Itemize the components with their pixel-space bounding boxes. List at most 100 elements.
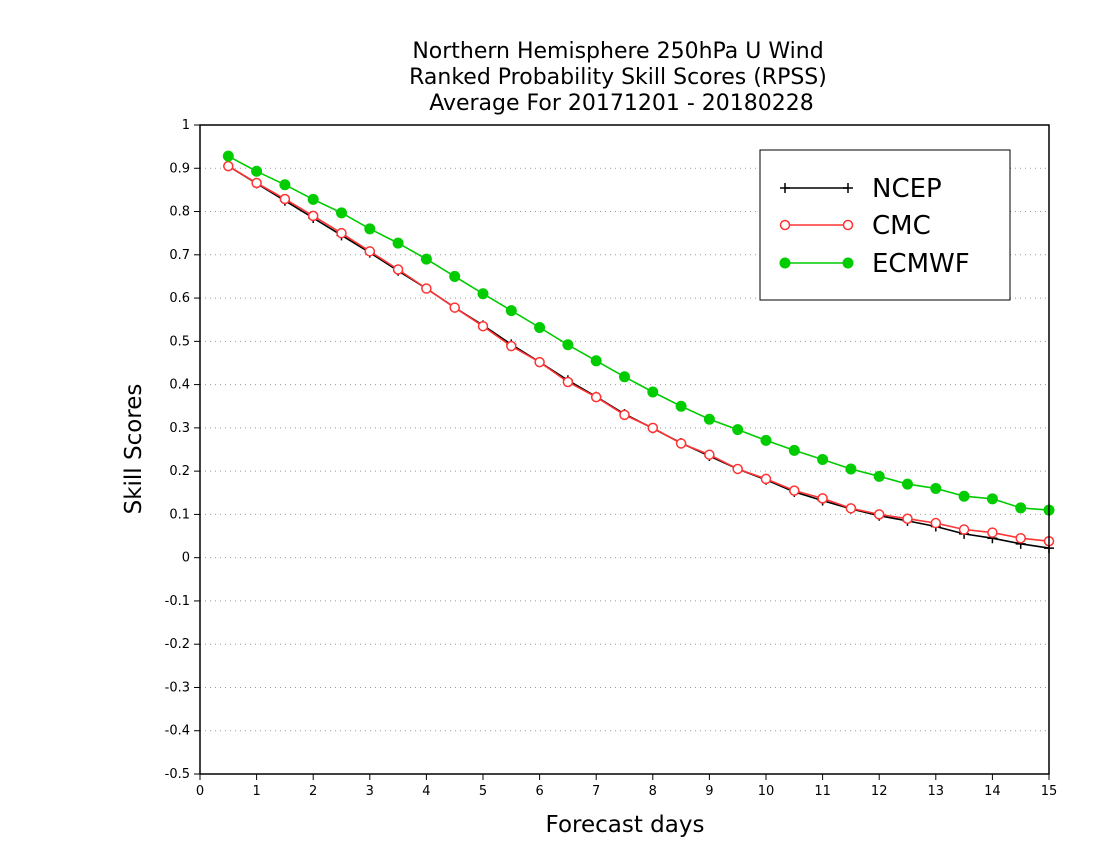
x-tick-label: 10 bbox=[758, 784, 775, 799]
x-tick-label: 12 bbox=[871, 784, 888, 799]
legend-entry-ncep: NCEP bbox=[780, 174, 942, 204]
x-tick-label: 7 bbox=[592, 784, 600, 799]
data-point-cmc bbox=[336, 227, 347, 239]
data-point-ecmwf bbox=[477, 288, 489, 300]
data-series bbox=[222, 150, 1055, 554]
data-point-ecmwf bbox=[449, 270, 461, 282]
data-point-ecmwf bbox=[590, 355, 602, 367]
x-tick-label: 13 bbox=[928, 784, 945, 799]
series-ecmwf bbox=[222, 150, 1055, 516]
data-point-cmc bbox=[279, 193, 291, 205]
y-tick-label: 0 bbox=[182, 551, 190, 566]
legend-label-ncep: NCEP bbox=[872, 174, 942, 204]
data-point-cmc bbox=[477, 320, 489, 332]
x-tick-label: 0 bbox=[196, 784, 204, 799]
data-point-ecmwf bbox=[505, 305, 517, 317]
chart-title-line-1: Northern Hemisphere 250hPa U Wind bbox=[412, 39, 823, 64]
y-tick-label: -0.5 bbox=[165, 767, 190, 782]
data-point-ecmwf bbox=[336, 207, 347, 219]
data-point-ecmwf bbox=[1015, 502, 1027, 514]
x-tick-label: 15 bbox=[1041, 784, 1058, 799]
data-point-ecmwf bbox=[562, 339, 574, 351]
data-point-ecmwf bbox=[788, 444, 800, 456]
x-tick-label: 3 bbox=[366, 784, 374, 799]
data-point-cmc bbox=[223, 160, 234, 172]
y-tick-label: -0.3 bbox=[165, 680, 190, 695]
data-point-ecmwf bbox=[307, 193, 319, 205]
data-point-cmc bbox=[675, 438, 687, 449]
x-tick-label: 4 bbox=[422, 784, 430, 799]
data-point-ecmwf bbox=[732, 424, 744, 436]
legend-marker-ncep bbox=[843, 183, 853, 193]
data-point-cmc bbox=[647, 422, 659, 434]
plot-area-frame bbox=[199, 124, 1050, 775]
y-tick-label: 0.4 bbox=[169, 378, 190, 393]
y-tick-label: 0.7 bbox=[169, 248, 190, 263]
data-point-cmc bbox=[1015, 532, 1026, 544]
data-point-cmc bbox=[590, 391, 602, 403]
y-tick-label: 0.2 bbox=[169, 464, 190, 479]
data-point-ecmwf bbox=[364, 223, 376, 235]
legend-marker-cmc bbox=[842, 219, 854, 231]
y-tick-label: 0.1 bbox=[169, 507, 190, 522]
axes: 1 0.9 0.8 0.7 0.6 0.5 0.4 0.3 0.2 0.1 0 -0.1 -0.2 -0.… bbox=[165, 118, 1058, 799]
x-tick-label: 6 bbox=[535, 784, 543, 799]
y-tick-label: 1 bbox=[182, 118, 190, 133]
data-point-ecmwf bbox=[703, 413, 715, 425]
data-point-cmc bbox=[619, 409, 630, 421]
data-point-ecmwf bbox=[675, 400, 687, 412]
data-point-cmc bbox=[392, 264, 404, 275]
data-point-ecmwf bbox=[760, 434, 772, 446]
data-point-cmc bbox=[958, 524, 970, 535]
data-point-ecmwf bbox=[930, 482, 942, 494]
data-point-cmc bbox=[987, 527, 998, 538]
data-point-ecmwf bbox=[817, 453, 829, 465]
legend-entry-cmc: CMC bbox=[779, 211, 931, 241]
y-tick-label: 0.3 bbox=[169, 421, 190, 436]
y-tick-label: 0.5 bbox=[169, 334, 190, 349]
chart-title-line-3: Average For 20171201 - 20180228 bbox=[422, 91, 814, 116]
legend-marker-ecmwf bbox=[842, 257, 854, 269]
y-tick-label: -0.2 bbox=[165, 637, 190, 652]
data-point-ecmwf bbox=[845, 463, 857, 475]
legend-marker-cmc bbox=[779, 219, 791, 231]
data-point-ecmwf bbox=[222, 150, 234, 162]
data-point-cmc bbox=[421, 283, 432, 294]
data-point-cmc bbox=[873, 509, 885, 520]
data-point-ecmwf bbox=[619, 371, 630, 383]
x-tick-label: 9 bbox=[705, 784, 713, 799]
data-point-ecmwf bbox=[420, 253, 432, 265]
y-tick-label: -0.1 bbox=[165, 594, 190, 609]
data-point-cmc bbox=[789, 485, 800, 496]
data-point-cmc bbox=[817, 493, 828, 504]
data-point-ecmwf bbox=[279, 179, 291, 191]
legend-label-cmc: CMC bbox=[872, 211, 931, 241]
x-tick-label: 1 bbox=[252, 784, 260, 799]
y-tick-label: 0.9 bbox=[169, 161, 190, 176]
data-point-ecmwf bbox=[251, 165, 263, 177]
data-point-cmc bbox=[930, 517, 942, 529]
legend-entry-ecmwf: ECMWF bbox=[779, 249, 970, 279]
x-tick-label: 2 bbox=[309, 784, 317, 799]
data-point-cmc bbox=[704, 449, 715, 460]
y-tick-label: 0.6 bbox=[169, 291, 190, 306]
y-axis-title: Skill Scores bbox=[121, 384, 147, 515]
data-point-cmc bbox=[506, 340, 517, 352]
x-tick-label: 14 bbox=[984, 784, 1001, 799]
data-point-ecmwf bbox=[647, 386, 659, 398]
data-point-cmc bbox=[562, 376, 574, 388]
data-point-cmc bbox=[845, 503, 857, 514]
chart-title-line-2: Ranked Probability Skill Scores (RPSS) bbox=[409, 65, 827, 90]
y-tick-label: 0.8 bbox=[169, 205, 190, 220]
legend-label-ecmwf: ECMWF bbox=[872, 249, 970, 279]
data-point-cmc bbox=[364, 246, 376, 257]
y-tick-label: -0.4 bbox=[165, 724, 190, 739]
data-point-cmc bbox=[449, 302, 460, 313]
data-point-cmc bbox=[534, 356, 545, 368]
chart-title: Northern Hemisphere 250hPa U Wind Ranked… bbox=[409, 39, 827, 116]
data-point-ecmwf bbox=[902, 478, 913, 490]
x-tick-label: 5 bbox=[479, 784, 487, 799]
x-axis-title: Forecast days bbox=[546, 812, 705, 838]
x-tick-label: 11 bbox=[814, 784, 831, 799]
